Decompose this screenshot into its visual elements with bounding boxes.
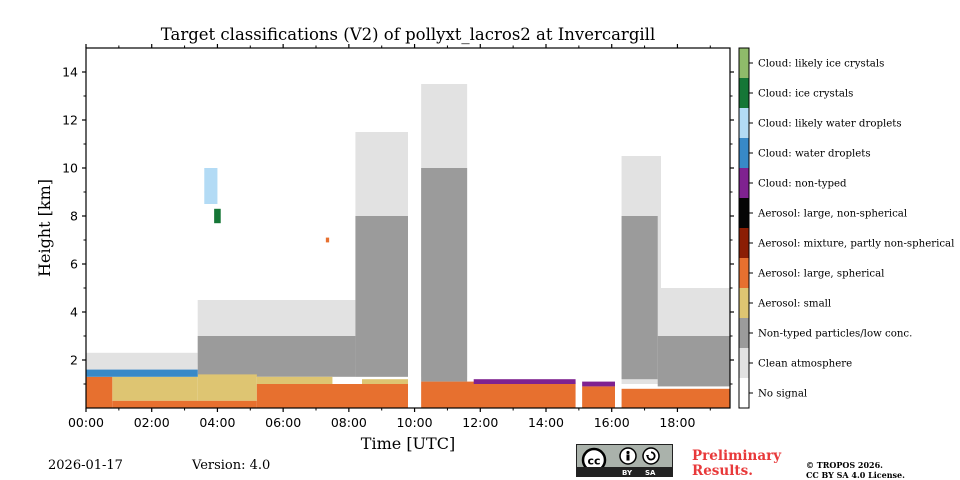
classification-region: [621, 388, 730, 408]
colorbar-label: Cloud: ice crystals: [758, 89, 853, 100]
classification-region: [421, 381, 576, 408]
classification-region: [204, 168, 218, 204]
y-tick-label: 12: [62, 113, 78, 128]
classification-region: [582, 386, 615, 408]
colorbar-swatch: [739, 108, 749, 138]
share-alike-icon: [642, 447, 660, 465]
y-axis-title: Height [km]: [35, 179, 54, 277]
classification-region: [214, 208, 221, 224]
classification-region: [582, 381, 615, 387]
x-axis: 00:00 02:00 04:00 06:00 08:00 10:00 12:00 14:00…: [68, 44, 711, 430]
classification-region: [197, 374, 257, 401]
y-tick-label: 2: [70, 353, 78, 368]
y-tick-label: 6: [70, 257, 78, 272]
classification-region: [86, 376, 113, 408]
colorbar-label: Cloud: non-typed: [758, 179, 847, 190]
classification-region: [112, 376, 198, 401]
colorbar-label: Clean atmosphere: [758, 359, 852, 370]
x-tick-label: 12:00: [462, 415, 498, 430]
colorbar-swatch: [739, 138, 749, 168]
colorbar-swatch: [739, 258, 749, 288]
classification-region: [621, 216, 658, 380]
x-tick-label: 10:00: [397, 415, 433, 430]
x-tick-label: 02:00: [134, 415, 170, 430]
copyright-notice: © TROPOS 2026. CC BY SA 4.0 License.: [806, 460, 905, 480]
footer-date: 2026-01-17: [48, 458, 123, 473]
colorbar-label: Cloud: likely ice crystals: [758, 59, 884, 70]
x-tick-label: 14:00: [528, 415, 564, 430]
x-tick-label: 06:00: [265, 415, 301, 430]
colorbar-label: Aerosol: large, non-spherical: [757, 209, 907, 220]
y-tick-label: 10: [62, 161, 78, 176]
classification-region: [197, 336, 356, 377]
classification-region: [473, 379, 576, 384]
cc-sa-text: SA: [645, 469, 656, 477]
plot-frame: [85, 47, 731, 409]
x-tick-label: 04:00: [199, 415, 235, 430]
x-tick-label: 08:00: [331, 415, 367, 430]
colorbar-swatch: [739, 48, 749, 78]
colorbar-label: Aerosol: mixture, partly non-spherical: [757, 239, 954, 250]
classification-region: [256, 384, 408, 408]
x-tick-label: 00:00: [68, 415, 104, 430]
preliminary-notice: Preliminary Results.: [692, 449, 792, 479]
colorbar-swatch: [739, 228, 749, 258]
copyright-line-2: CC BY SA 4.0 License.: [806, 470, 905, 480]
classification-region: [325, 237, 330, 243]
colorbar-label: Non-typed particles/low conc.: [758, 329, 912, 340]
classification-region: [86, 369, 198, 377]
x-tick-label: 16:00: [594, 415, 630, 430]
colorbar-swatch: [739, 78, 749, 108]
footer-version: Version: 4.0: [192, 458, 271, 473]
colorbar-frame: [738, 47, 750, 409]
colorbar-label: Aerosol: small: [757, 299, 831, 310]
classification-region: [421, 168, 468, 382]
colorbar-swatch: [739, 378, 749, 408]
colorbar-label: Cloud: water droplets: [758, 149, 871, 160]
cc-by-text: BY: [622, 469, 633, 477]
plot-area: [86, 84, 730, 408]
colorbar-swatch: [739, 198, 749, 228]
classification-region: [112, 400, 257, 408]
classification-region: [256, 376, 333, 384]
colorbar-swatch: [739, 318, 749, 348]
classification-region: [355, 216, 408, 377]
colorbar-label: Cloud: likely water droplets: [758, 119, 902, 130]
chart-title: Target classifications (V2) of pollyxt_l…: [160, 25, 656, 44]
colorbar-label: No signal: [758, 389, 807, 400]
y-tick-label: 8: [70, 209, 78, 224]
classification-region: [86, 352, 198, 372]
colorbar-swatch: [739, 348, 749, 378]
colorbar-swatch: [739, 288, 749, 318]
copyright-line-1: © TROPOS 2026.: [806, 460, 883, 470]
preliminary-line-1: Preliminary: [692, 448, 782, 464]
colorbar-legend: No signal Clean atmosphere Non-typed parti…: [738, 47, 954, 409]
svg-text:cc: cc: [587, 455, 600, 468]
x-tick-label: 18:00: [659, 415, 695, 430]
y-tick-label: 14: [62, 65, 78, 80]
preliminary-line-2: Results.: [692, 463, 753, 479]
cc-license-badge: cc BY SA: [576, 444, 673, 477]
classification-region: [657, 336, 730, 387]
x-axis-title: Time [UTC]: [361, 434, 455, 453]
colorbar-swatch: [739, 168, 749, 198]
y-tick-label: 4: [70, 305, 78, 320]
y-axis: 2 4 6 8 10 12 14: [62, 65, 734, 385]
colorbar-label: Aerosol: large, spherical: [757, 269, 884, 280]
